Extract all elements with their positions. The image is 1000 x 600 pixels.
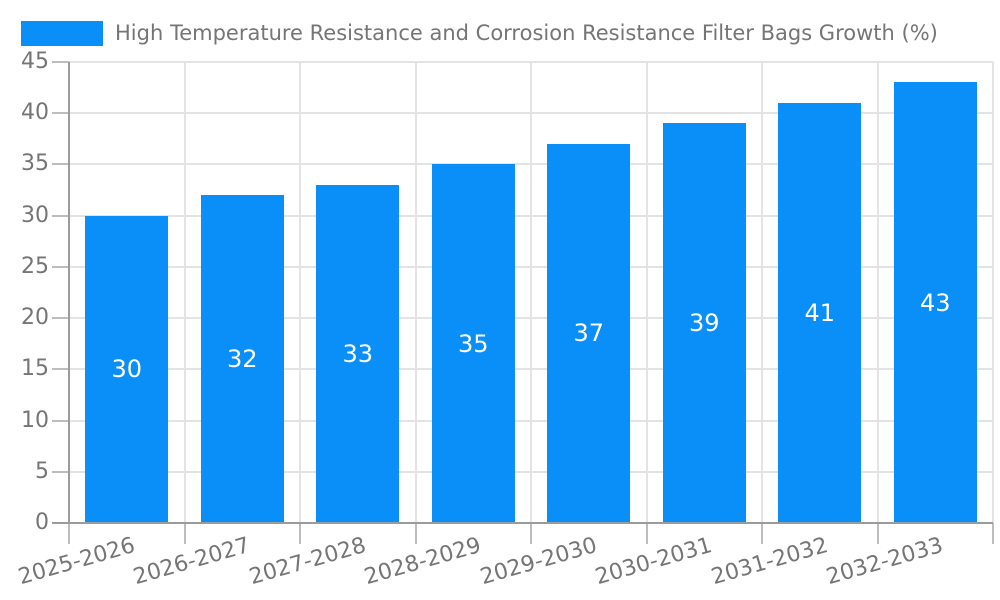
x-axis-tick [68,523,70,544]
gridline-vertical [645,62,648,523]
x-axis-tick [992,523,994,544]
y-tick-label: 45 [21,49,49,74]
x-tick-label: 2031-2032 [708,533,831,591]
x-tick-label: 2032-2033 [823,533,947,591]
bar-value-label: 41 [804,298,836,327]
y-tick-label: 20 [21,305,49,331]
x-axis-tick [761,523,763,544]
legend: High Temperature Resistance and Corrosio… [21,19,938,47]
gridline-vertical [992,62,994,523]
gridline-vertical [183,62,186,523]
x-tick-label: 2029-2030 [477,533,600,591]
bar-value-label: 30 [111,355,143,384]
bar-value-label: 37 [573,319,605,348]
bar-value-label: 32 [226,345,258,374]
bar: 39 [662,123,746,523]
x-axis-tick [299,523,301,544]
bar: 33 [316,184,400,523]
y-axis-tick [52,61,69,63]
bar-value-label: 35 [457,329,489,358]
bar-value-label: 33 [342,339,374,368]
gridline-vertical [876,62,879,523]
bar: 32 [200,195,284,523]
gridline-vertical [414,62,417,523]
x-tick-label: 2027-2028 [246,533,369,591]
y-axis-tick [52,419,69,422]
y-axis-tick [52,214,69,217]
y-tick-label: 35 [21,151,49,177]
x-axis-tick [530,523,532,544]
y-tick-label: 5 [35,458,49,484]
bar: 30 [85,215,169,523]
y-axis-tick [52,265,69,268]
y-axis-tick [52,163,69,166]
x-tick-label: 2025-2026 [15,533,138,591]
bar: 37 [547,143,631,523]
x-tick-label: 2030-2031 [592,533,716,591]
gridline-vertical [761,62,763,523]
y-axis-tick [52,470,69,473]
bar: 43 [893,82,977,523]
y-tick-label: 0 [35,510,49,535]
y-axis-tick [52,368,69,371]
y-tick-label: 40 [21,100,49,126]
y-tick-label: 10 [21,407,49,433]
x-axis-line [52,522,993,524]
x-tick-label: 2028-2029 [361,533,485,591]
legend-label: High Temperature Resistance and Corrosio… [115,21,938,45]
x-axis-tick [183,523,186,544]
x-axis-tick [876,523,879,544]
x-tick-label: 2026-2027 [130,533,254,591]
y-axis-tick [52,112,69,115]
bar-value-label: 43 [919,288,951,317]
legend-color-swatch [21,20,103,46]
y-tick-label: 30 [21,202,49,228]
y-axis-tick [52,317,69,320]
x-axis-tick [414,523,417,544]
y-tick-label: 15 [21,356,49,382]
bar: 35 [431,164,515,523]
x-axis-tick [645,523,648,544]
y-axis-line [68,62,70,523]
bar: 41 [778,102,862,523]
y-tick-label: 25 [21,253,49,279]
gridline-vertical [299,62,301,523]
gridline-vertical [530,62,532,523]
bar-value-label: 39 [688,309,720,338]
